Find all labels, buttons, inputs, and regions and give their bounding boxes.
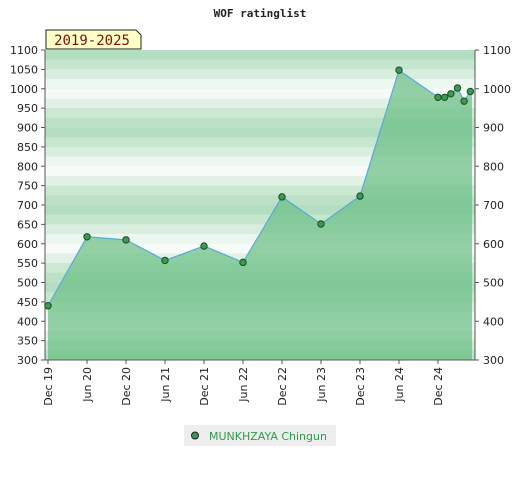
background-band: [45, 117, 475, 128]
y-tick-label-left: 750: [17, 180, 38, 193]
background-band: [45, 79, 475, 90]
y-tick-label-left: 1050: [10, 63, 38, 76]
y-tick-label-right: 500: [483, 277, 504, 290]
y-tick-label-right: 300: [483, 354, 504, 367]
y-tick-label-left: 300: [17, 354, 38, 367]
y-tick-label-left: 500: [17, 277, 38, 290]
background-band: [45, 69, 475, 80]
y-tick-label-right: 1100: [483, 44, 511, 57]
background-band: [45, 98, 475, 109]
x-tick-label: Dec 21: [198, 367, 211, 406]
background-band: [45, 156, 475, 167]
year-range-badge: 2019-2025: [45, 29, 142, 50]
y-tick-label-left: 400: [17, 315, 38, 328]
y-axis-right-ticks: 300 400 500 600 700 800 900 1000 1100: [475, 44, 511, 367]
y-tick-label-left: 1000: [10, 83, 38, 96]
x-tick-label: Dec 22: [276, 367, 289, 406]
y-tick-label-right: 700: [483, 199, 504, 212]
y-tick-label-left: 350: [17, 335, 38, 348]
data-point: [447, 90, 455, 98]
data-point: [395, 66, 403, 74]
background-band: [45, 214, 475, 225]
background-band: [45, 88, 475, 99]
x-tick-label: Jun 24: [393, 367, 406, 403]
legend-label: MUNKHZAYA Chingun: [209, 430, 327, 443]
background-band: [45, 137, 475, 148]
data-point: [460, 97, 468, 105]
data-point: [83, 233, 91, 241]
y-tick-label-left: 600: [17, 238, 38, 251]
background-band: [45, 224, 475, 235]
x-tick-label: Jun 23: [315, 367, 328, 403]
y-tick-label-right: 400: [483, 315, 504, 328]
y-tick-label-right: 900: [483, 122, 504, 135]
y-tick-label-left: 950: [17, 102, 38, 115]
legend-marker: [191, 431, 199, 440]
data-point: [356, 192, 364, 200]
background-band: [45, 50, 475, 61]
y-tick-label-right: 800: [483, 160, 504, 173]
data-point: [434, 93, 442, 101]
data-point: [44, 302, 52, 310]
y-tick-label-left: 450: [17, 296, 38, 309]
y-tick-label-left: 650: [17, 218, 38, 231]
legend-box: [184, 425, 336, 446]
y-tick-label-left: 900: [17, 122, 38, 135]
background-band: [45, 146, 475, 158]
y-tick-label-left: 700: [17, 199, 38, 212]
data-point: [453, 84, 462, 92]
series-markers: [44, 66, 475, 310]
background-band: [45, 195, 475, 206]
background-band: [45, 175, 475, 187]
data-point: [200, 242, 208, 250]
series-fill: [48, 70, 472, 361]
data-point: [440, 93, 449, 101]
y-axis-left-ticks: 300 350 400 450 500 550 600 650 700 750 800 850 900 9…: [10, 44, 45, 367]
background-band: [45, 108, 475, 119]
data-point: [122, 236, 130, 244]
y-tick-label-left: 800: [17, 160, 38, 173]
background-band: [45, 59, 475, 70]
x-tick-label: Jun 22: [237, 367, 250, 403]
legend[interactable]: MUNKHZAYA Chingun: [184, 425, 336, 446]
background-band: [45, 166, 475, 177]
y-tick-label-left: 850: [17, 141, 38, 154]
data-point: [278, 193, 286, 201]
y-tick-label-right: 600: [483, 238, 504, 251]
y-tick-label-left: 550: [17, 257, 38, 270]
data-point: [317, 220, 325, 228]
x-tick-label: Jun 20: [81, 367, 94, 403]
x-tick-label: Dec 19: [42, 367, 55, 406]
background-band: [45, 185, 475, 196]
series-line: [47, 69, 471, 307]
series-area: [47, 69, 472, 361]
x-tick-label: Dec 20: [120, 367, 133, 406]
badge-label: 2019-2025: [54, 33, 130, 49]
x-axis-ticks: Dec 19 Jun 20 Dec 20 Jun 21 Dec 21 Jun 22 Dec …: [42, 360, 445, 406]
y-tick-label-left: 1100: [10, 44, 38, 57]
data-point: [161, 256, 169, 265]
x-tick-label: Dec 24: [432, 367, 445, 406]
data-point: [239, 258, 247, 267]
data-point: [466, 87, 475, 96]
chart-title: WOF ratinglist: [214, 7, 307, 20]
background-band: [45, 127, 475, 138]
background-band: [45, 205, 475, 216]
x-tick-label: Dec 23: [354, 367, 367, 406]
x-tick-label: Jun 21: [159, 367, 172, 403]
badge-box: [45, 29, 142, 50]
y-tick-label-right: 1000: [483, 83, 511, 96]
